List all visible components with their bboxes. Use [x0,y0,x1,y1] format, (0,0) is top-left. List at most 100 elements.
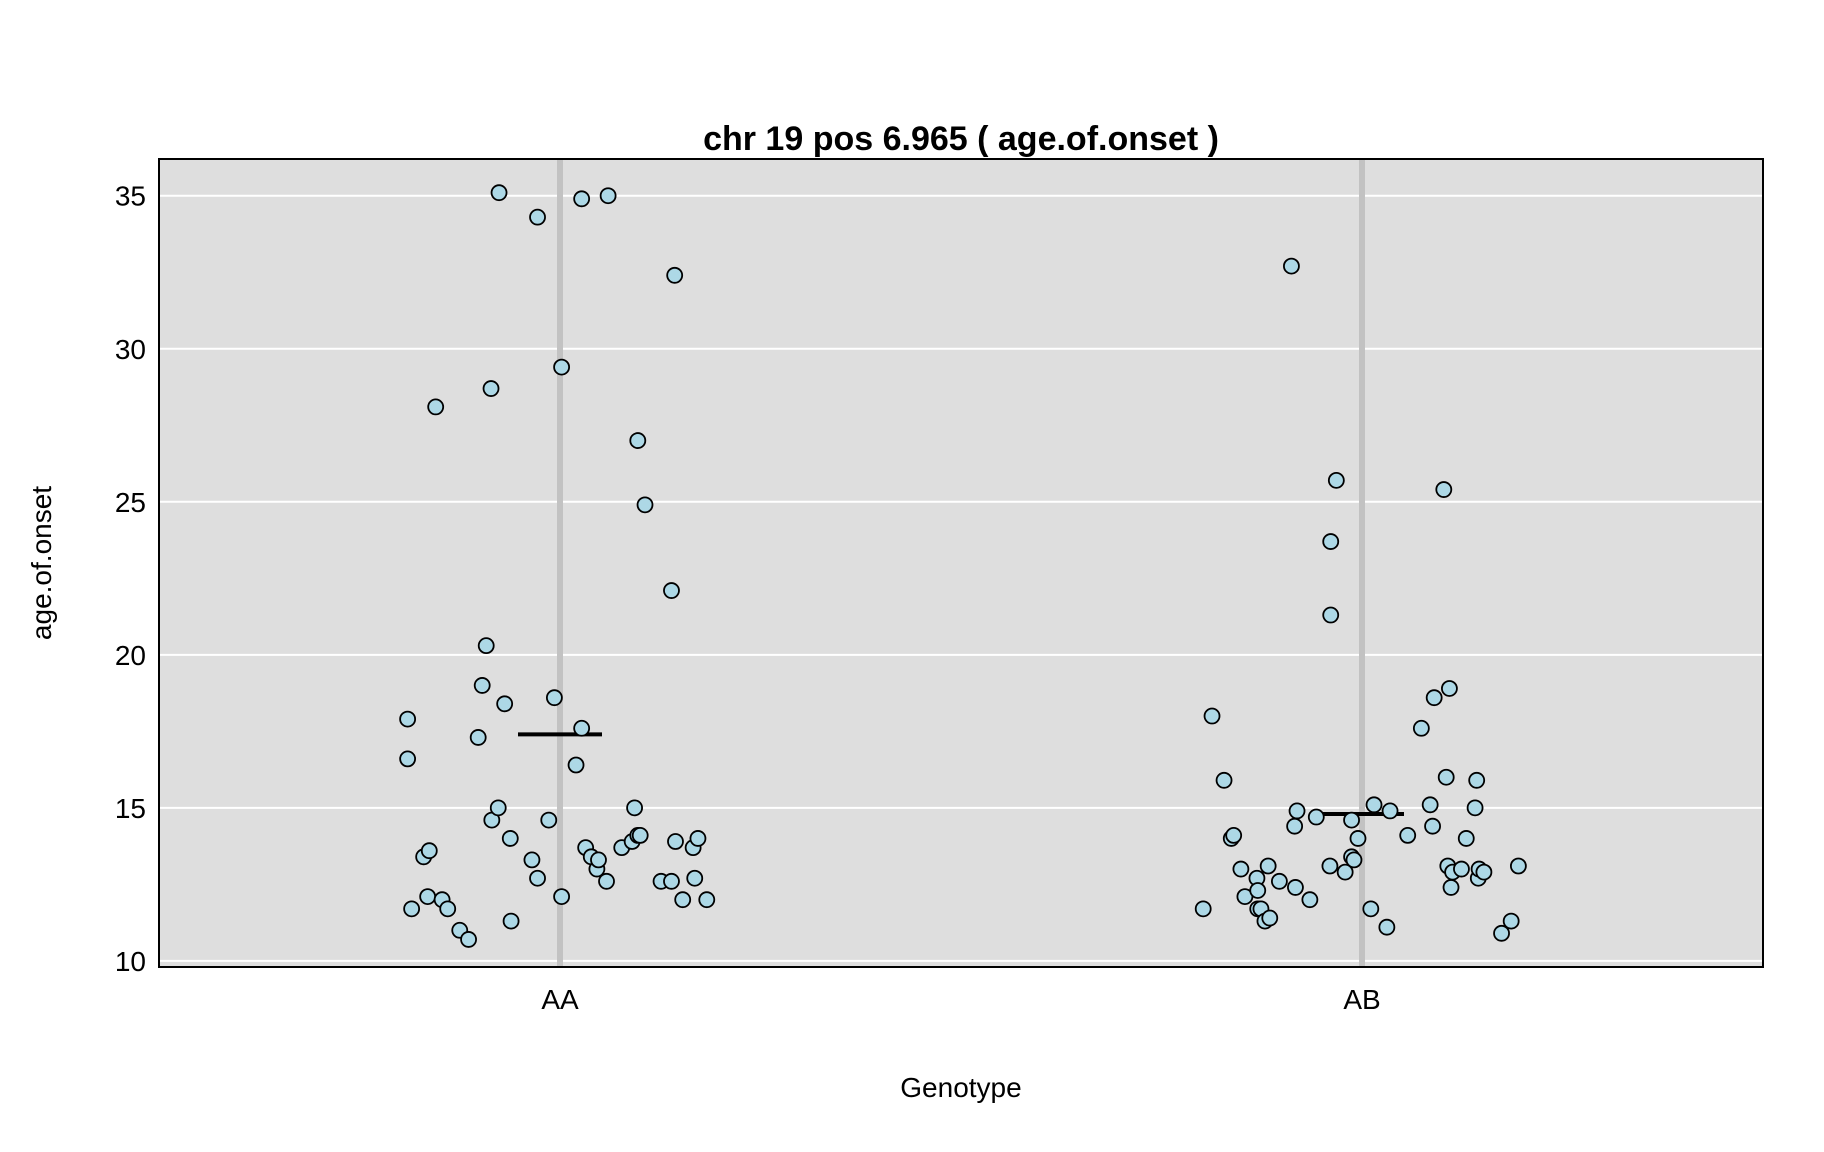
x-axis-label: Genotype [900,1072,1021,1103]
data-point [1493,924,1510,942]
data-point [629,432,647,449]
data-point [529,208,546,226]
data-point [1322,606,1340,624]
data-point [631,826,649,844]
data-point [1365,796,1383,814]
data-point [698,891,716,909]
data-point [573,719,591,737]
data-point [1425,689,1443,707]
data-point [1412,719,1430,737]
data-point [1225,826,1243,844]
data-point [403,900,421,918]
data-point [1215,771,1233,789]
y-tick-label: 30 [115,334,146,365]
data-point [1286,817,1304,835]
data-point [1301,891,1319,909]
y-tick-label: 20 [115,640,146,671]
data-point [496,695,514,713]
y-tick-label: 10 [115,946,146,977]
data-point [1322,533,1340,550]
data-point [523,851,541,869]
data-point [663,872,680,890]
data-point [1288,802,1306,820]
data-point [1442,879,1460,896]
data-point [1261,909,1279,927]
data-point [1321,857,1339,875]
data-point [598,872,615,890]
data-point [689,830,707,847]
data-point [1381,802,1399,820]
data-point [1441,680,1458,697]
data-point [469,729,487,746]
y-tick-label: 25 [115,487,146,518]
data-point [1232,860,1250,878]
data-points [399,184,1527,948]
data-point [1421,796,1439,814]
data-point [674,891,692,909]
data-point [1259,857,1277,875]
data-point [545,689,563,707]
data-point [399,710,417,728]
data-point [1475,863,1493,881]
data-point [1502,912,1520,930]
data-point [1457,830,1475,847]
data-point [1509,857,1527,875]
chart-title: chr 19 pos 6.965 ( age.of.onset ) [703,120,1219,158]
data-point [501,830,519,847]
data-point [1399,826,1417,844]
data-point [1468,771,1486,789]
data-point [1343,811,1360,829]
data-point [553,358,571,376]
data-point [502,912,520,930]
data-point [553,888,571,906]
y-tick-label: 15 [115,793,146,824]
data-point [1362,900,1380,918]
data-point [420,842,438,860]
data-point [1437,768,1455,786]
plot-border [158,158,1764,968]
data-point [667,833,684,850]
data-point [1336,863,1354,881]
data-point [1307,808,1325,826]
data-point [1349,830,1367,847]
y-tick-label: 35 [115,181,146,212]
data-point [1283,257,1300,275]
data-point [636,496,654,514]
data-point [663,582,680,599]
data-point [1270,872,1288,890]
data-point [489,799,507,817]
plot-panel [159,159,1763,967]
data-point [473,677,491,694]
data-point [1378,918,1396,936]
x-tick-label: AA [541,984,579,1015]
data-point [1287,879,1304,896]
data-point [1194,900,1212,918]
data-point [626,799,643,817]
data-point [399,750,417,768]
data-point [1203,707,1221,725]
data-point [1466,799,1484,817]
x-tick-labels: AA AB [541,984,1380,1015]
data-point [573,190,591,208]
grid-lines [159,194,1763,962]
data-point [439,900,457,918]
data-point [419,888,437,906]
data-point [482,380,500,397]
data-point [666,266,684,284]
data-point [477,637,495,655]
data-point [1327,471,1345,489]
data-point [1424,817,1441,835]
data-point [1453,860,1470,878]
data-point [599,187,617,205]
data-point [686,869,704,887]
data-point [460,931,477,948]
data-point [1435,481,1453,498]
data-point [1249,882,1267,899]
data-point [427,398,445,416]
data-point [590,851,607,869]
data-point [490,184,508,202]
data-point [529,869,546,887]
x-tick-label: AB [1343,984,1380,1015]
